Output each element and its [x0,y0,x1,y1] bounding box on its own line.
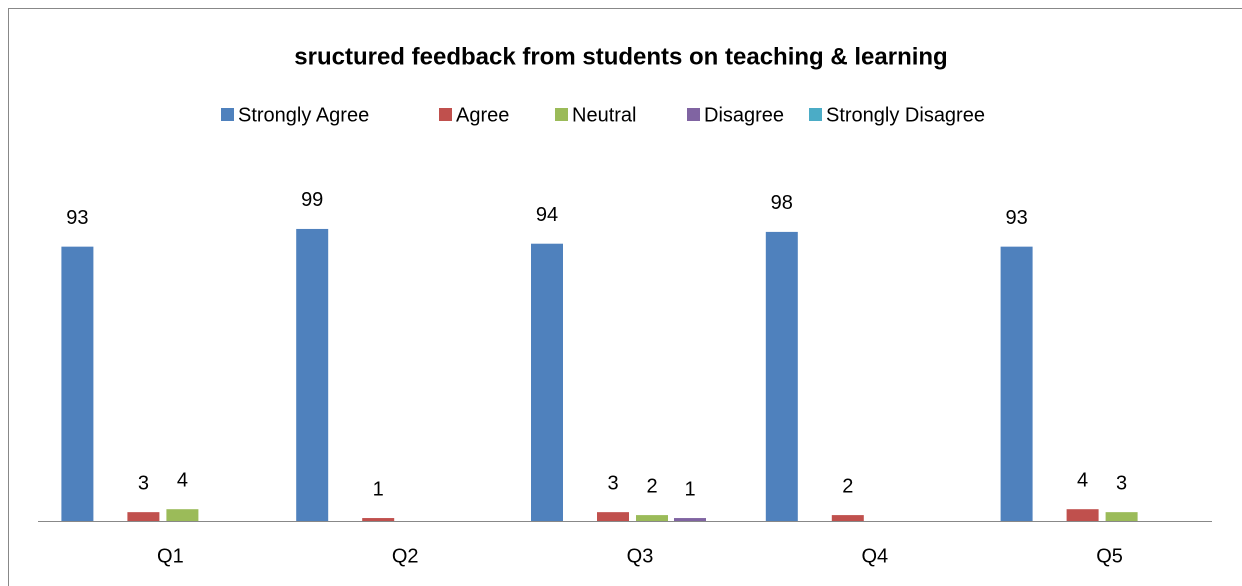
bar [296,228,329,521]
bar [674,518,706,521]
data-label: 3 [1116,472,1127,494]
bar [1000,246,1033,521]
bar [831,515,864,521]
data-label: 98 [771,192,793,214]
legend-swatch [555,108,568,121]
chart-border [8,8,1242,586]
legend-swatch [221,108,234,121]
data-label: 93 [1005,207,1027,229]
legend-swatch [687,108,700,121]
legend-label: Neutral [572,104,636,126]
bar [636,515,668,521]
legend-swatch [439,108,452,121]
data-label: 3 [138,472,149,494]
bar [61,246,94,521]
legend-label: Agree [456,104,509,126]
data-label: 2 [842,475,853,497]
data-label: 1 [684,478,695,500]
x-tick-label: Q4 [861,545,888,567]
data-label: 1 [373,478,384,500]
bar [166,509,199,521]
data-label: 93 [66,207,88,229]
bar [362,518,395,521]
bar [597,512,629,521]
legend-swatch [809,108,822,121]
x-tick-label: Q2 [392,545,419,567]
chart-title: sructured feedback from students on teac… [294,43,947,70]
legend-label: Strongly Agree [238,104,369,126]
legend-label: Strongly Disagree [826,104,985,126]
data-label: 4 [177,469,188,491]
x-tick-label: Q1 [157,545,184,567]
bar [1066,509,1099,521]
bar [127,512,160,521]
data-label: 94 [536,204,558,226]
x-tick-label: Q5 [1096,545,1123,567]
bar [531,243,563,521]
bar [1105,512,1138,521]
data-label: 4 [1077,469,1088,491]
data-label: 3 [607,472,618,494]
bar [765,231,798,521]
legend-label: Disagree [704,104,784,126]
data-label: 99 [301,189,323,211]
x-tick-label: Q3 [627,545,654,567]
data-label: 2 [646,475,657,497]
